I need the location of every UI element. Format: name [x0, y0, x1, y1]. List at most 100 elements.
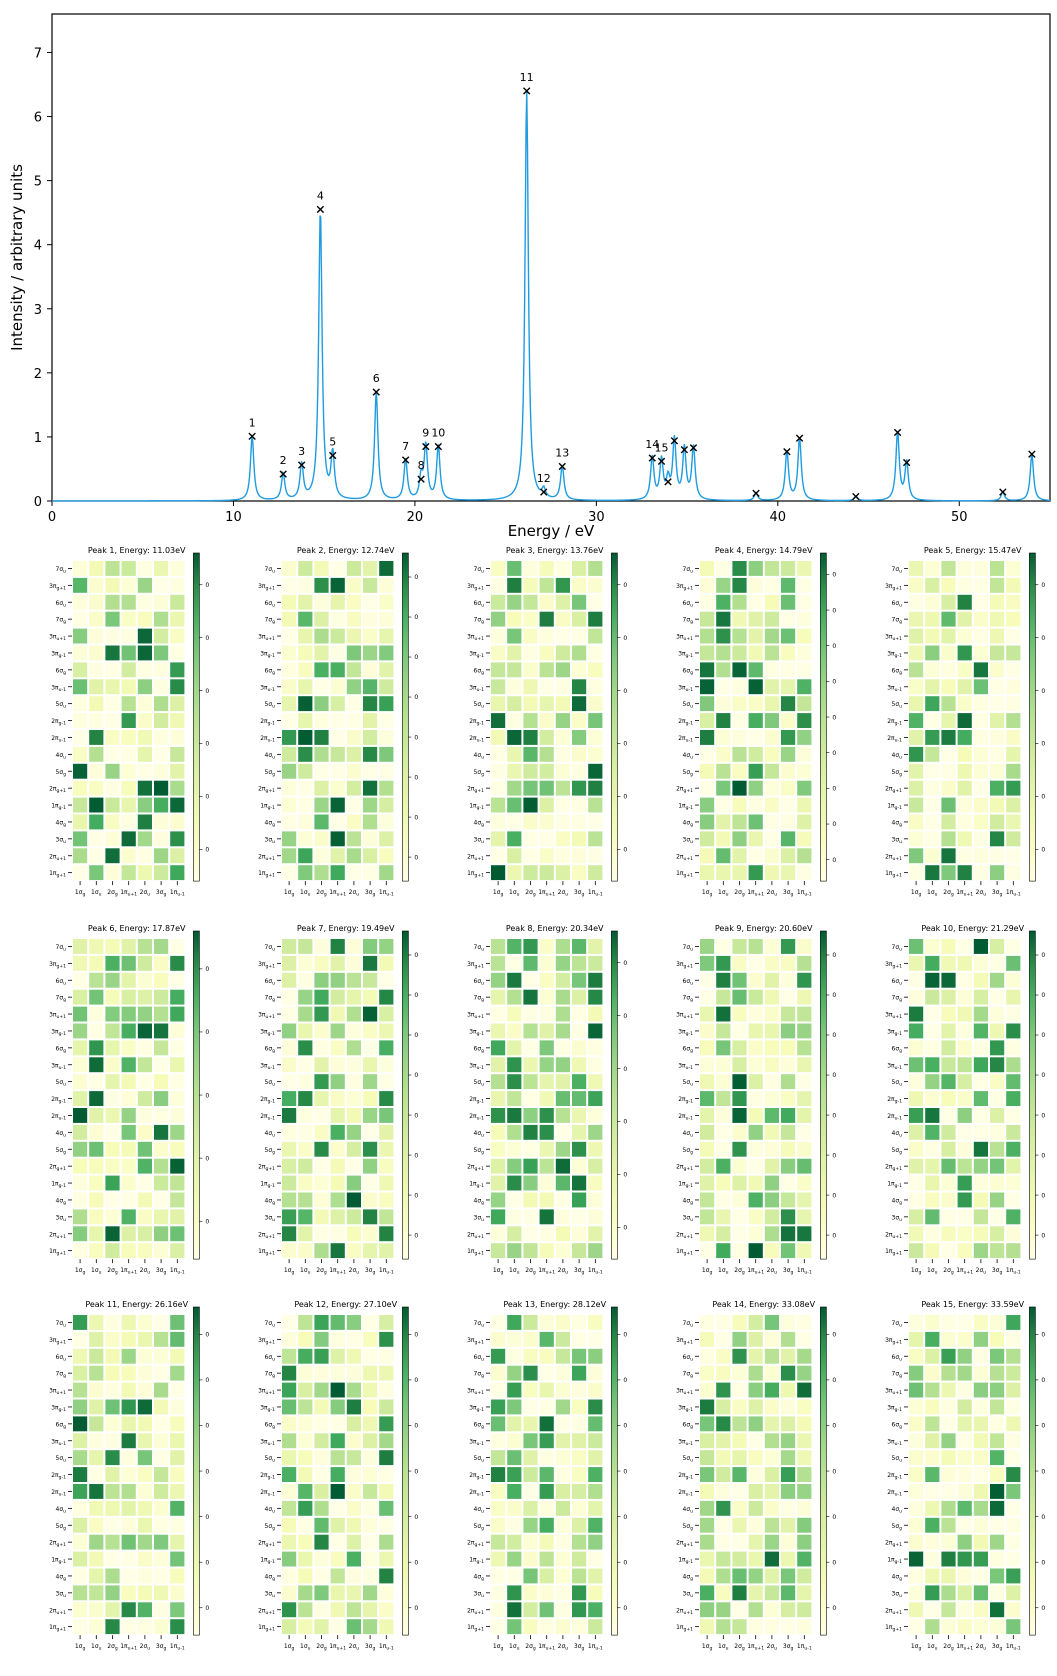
peak-marker: 7 — [401, 440, 410, 464]
heatmap-cell — [105, 594, 120, 610]
heatmap-cell — [1006, 831, 1021, 847]
row-label: 6σg — [474, 667, 485, 676]
heatmap-cell — [1006, 1315, 1021, 1330]
heatmap-cell — [105, 679, 120, 695]
heatmap-cell — [588, 1433, 603, 1449]
heatmap-cell — [507, 780, 522, 796]
heatmap-cell — [748, 1585, 763, 1601]
heatmap-cell — [507, 1331, 522, 1347]
heatmap-cell — [957, 1040, 972, 1056]
colorbar-tick-label: 0.07 — [832, 1332, 836, 1339]
heatmap-cell — [330, 730, 345, 745]
heatmap-cell — [797, 611, 812, 627]
heatmap-cell — [491, 746, 506, 762]
heatmap-cell — [298, 1192, 313, 1208]
heatmap-cell — [732, 628, 747, 644]
panel-title: Peak 7, Energy: 19.49eV — [297, 924, 395, 933]
heatmap-cell — [748, 1382, 763, 1398]
heatmap-cell — [941, 1331, 956, 1347]
heatmap-cell — [588, 814, 603, 830]
heatmap-cell — [298, 972, 313, 988]
row-label: 6σu — [265, 1354, 276, 1363]
heatmap-cell — [925, 814, 940, 830]
heatmap-cell — [346, 594, 361, 610]
heatmap-cell — [282, 645, 297, 661]
heatmap-cell — [330, 1484, 345, 1499]
col-label: 1σu — [509, 1643, 520, 1652]
row-label: 5σu — [474, 701, 485, 710]
peak-label: 2 — [280, 454, 287, 467]
heatmap-cell — [973, 1416, 988, 1432]
heatmap-cell — [330, 972, 345, 988]
heatmap-cell — [797, 628, 812, 644]
heatmap-cell — [781, 1243, 796, 1259]
panel-title: Peak 12, Energy: 27.10eV — [294, 1300, 397, 1309]
heatmap-cell — [539, 1534, 554, 1550]
heatmap-cell — [507, 611, 522, 627]
heatmap-cell — [137, 1348, 152, 1364]
heatmap-cell — [298, 1585, 313, 1601]
heatmap-cell — [572, 1602, 587, 1618]
row-label: 5σg — [56, 1147, 67, 1156]
colorbar — [402, 930, 409, 1260]
heatmap-cell — [555, 1517, 570, 1533]
heatmap-cell — [781, 561, 796, 576]
heatmap-cell — [700, 1040, 715, 1056]
heatmap-cell — [700, 1551, 715, 1567]
colorbar-tick-label: 0.08 — [832, 607, 836, 614]
heatmap-cell — [105, 814, 120, 830]
heatmap-cell — [925, 1399, 940, 1415]
colorbar-tick-label: 0.03 — [205, 1514, 209, 1521]
heatmap-cell — [73, 1450, 88, 1466]
heatmap-cell — [925, 1365, 940, 1381]
heatmap-cell — [555, 1124, 570, 1140]
row-label: 6σu — [56, 1354, 67, 1363]
heatmap-cell — [555, 955, 570, 971]
heatmap-cell — [89, 1551, 104, 1567]
heatmap-cell — [330, 1433, 345, 1449]
heatmap-cell — [89, 611, 104, 627]
row-label: 4σu — [265, 1506, 276, 1515]
heatmap-cell — [700, 1602, 715, 1618]
heatmap-cell — [170, 989, 185, 1005]
heatmap-cell — [105, 1192, 120, 1208]
heatmap-cell — [89, 780, 104, 796]
heatmap-cell — [507, 972, 522, 988]
heatmap-cell — [346, 1108, 361, 1123]
heatmap-cell — [941, 1192, 956, 1208]
heatmap-cell — [491, 1619, 506, 1635]
heatmap-cell — [137, 1243, 152, 1259]
heatmap-cell — [941, 1023, 956, 1039]
heatmap-cell — [154, 1074, 169, 1090]
heatmap-cell — [716, 865, 731, 881]
peak-label: 9 — [422, 427, 429, 440]
row-label: 2πu+1 — [676, 1607, 693, 1616]
heatmap-cell — [909, 1192, 924, 1208]
heatmap-cell — [781, 797, 796, 813]
row-label: 1πg+1 — [467, 870, 484, 879]
heatmap-cell — [121, 679, 136, 695]
heatmap-cell — [105, 1450, 120, 1466]
heatmap-cell — [732, 1023, 747, 1039]
heatmap-cell — [925, 955, 940, 971]
heatmap-cell — [105, 989, 120, 1005]
col-label: 1σu — [509, 889, 520, 898]
colorbar-tick-label: 0.0 — [1041, 847, 1045, 854]
heatmap-cell — [298, 955, 313, 971]
heatmap-cell — [990, 989, 1005, 1005]
col-label: 3σg — [574, 1267, 585, 1276]
colorbar — [193, 1306, 200, 1636]
heatmap-cell — [121, 662, 136, 678]
heatmap-cell — [732, 1619, 747, 1635]
heatmap-cell — [314, 797, 329, 813]
heatmap-cell — [379, 696, 394, 712]
panel-title: Peak 14, Energy: 33.08eV — [712, 1300, 815, 1309]
heatmap-cell — [539, 628, 554, 644]
row-label: 7σg — [892, 1371, 903, 1380]
heatmap-cell — [925, 797, 940, 813]
col-label: 1σu — [300, 889, 311, 898]
heatmap-cell — [105, 696, 120, 712]
heatmap-cell — [539, 1365, 554, 1381]
heatmap-cell — [298, 1040, 313, 1056]
heatmap-cell — [363, 1175, 378, 1191]
